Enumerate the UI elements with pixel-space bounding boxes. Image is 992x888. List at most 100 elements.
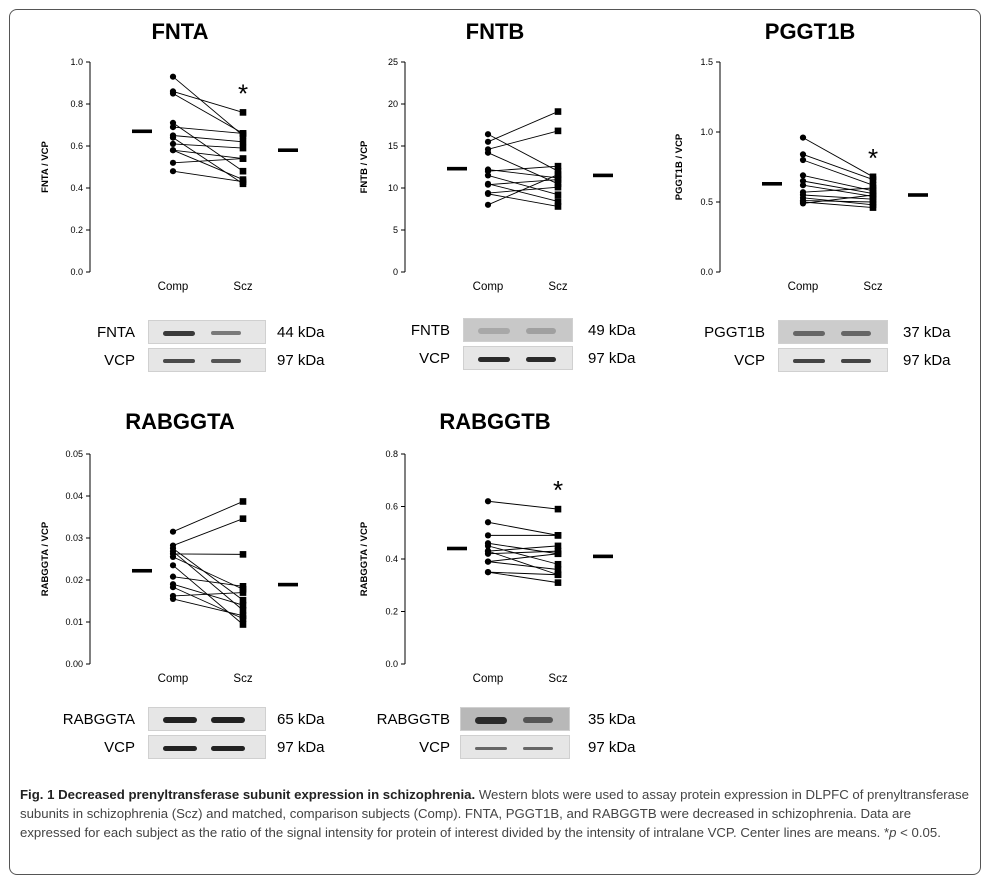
scz-point (239, 109, 247, 116)
y-tick-label: 0.00 (65, 659, 83, 669)
pair-line (172, 76, 244, 136)
blot-band (478, 328, 510, 334)
chart-svg: 0.0 0.5 1.0 1.5 PGGT1B / VCP Comp Scz * (674, 57, 928, 293)
comp-point (484, 569, 492, 576)
pair-line (487, 500, 559, 510)
blot-protein-label: RABGGTB (376, 711, 450, 728)
scz-point (554, 171, 562, 178)
blot-protein-label: VCP (104, 739, 135, 756)
blot-band (793, 359, 825, 363)
y-tick-label: 0.02 (65, 575, 83, 585)
comp-point (169, 134, 177, 141)
scz-point (554, 176, 562, 183)
pair-line (487, 571, 559, 584)
pair-line (172, 518, 244, 546)
scz-mean-line (908, 193, 928, 197)
comp-point (799, 200, 807, 207)
blot-kda-label: 49 kDa (588, 322, 636, 339)
scz-mean-line (593, 554, 613, 559)
scz-mean-line (278, 148, 298, 152)
comp-point (169, 159, 177, 166)
scz-point (239, 155, 247, 162)
chart-svg: 0.00 0.01 0.02 0.03 0.04 0.05 RABGGTA / VCP Com… (40, 449, 298, 685)
comp-point (799, 134, 807, 141)
pair-line (487, 174, 559, 206)
comp-point (484, 532, 492, 539)
y-tick-label: 20 (388, 99, 398, 109)
pair-line (487, 545, 559, 565)
y-tick-label: 0.4 (385, 554, 398, 564)
y-tick-label: 0.2 (70, 225, 83, 235)
scz-point (554, 542, 562, 550)
blot-protein-label: RABGGTA (62, 711, 135, 728)
scz-point (239, 596, 247, 604)
blot-band (163, 717, 197, 723)
scz-point (239, 551, 247, 558)
pair-line (172, 548, 244, 601)
western-blot-image (463, 346, 573, 370)
western-blot-image (778, 348, 888, 372)
chart-panel-rabggta: RABGGTA 0.00 0.01 0.02 0.03 0.04 0.05 RABGGTA /… (15, 405, 325, 775)
chart-panel-fntb: FNTB 0 5 10 15 20 25 FNTB / VCP Comp Scz FNTB 49 kD… (330, 15, 640, 385)
blot-kda-label: 97 kDa (277, 352, 325, 369)
scz-point (554, 579, 562, 586)
chart-title: FNTA (151, 19, 209, 44)
pair-line (487, 169, 559, 179)
chart-panel-fnta: FNTA 0.0 0.2 0.4 0.6 0.8 1.0 FNTA / VCP Comp Scz *… (15, 15, 325, 385)
comp-point (169, 573, 177, 580)
caption-title: Decreased prenyltransferase subunit expr… (58, 787, 476, 802)
significance-star: * (238, 78, 248, 108)
blot-band (211, 359, 241, 363)
scz-point (239, 583, 247, 590)
y-tick-label: 0.4 (70, 183, 83, 193)
comp-point (484, 201, 492, 208)
scz-point (554, 183, 562, 191)
comp-point (169, 168, 177, 175)
y-tick-label: 1.0 (700, 127, 713, 137)
pair-line (172, 149, 244, 181)
pair-line (487, 193, 559, 207)
blot-band (163, 359, 195, 363)
blot-kda-label: 97 kDa (588, 350, 636, 367)
chart-svg: 0.0 0.2 0.4 0.6 0.8 RABGGTA / VCP Comp Scz * (359, 449, 613, 685)
scz-point (554, 505, 562, 513)
chart-title: FNTB (465, 19, 525, 44)
chart-title: RABGGTB (439, 409, 551, 434)
pair-line (487, 561, 559, 570)
pair-line (802, 194, 874, 204)
pair-line (802, 174, 874, 192)
x-category-label: Comp (158, 673, 189, 685)
pair-line (487, 521, 559, 536)
pair-line (172, 135, 244, 143)
y-tick-label: 0.2 (385, 607, 398, 617)
scz-point (869, 204, 877, 211)
pair-line (487, 183, 559, 202)
comp-point (484, 172, 492, 179)
blot-kda-label: 44 kDa (277, 324, 325, 341)
y-tick-label: 0.01 (65, 617, 83, 627)
y-tick-label: 0.6 (70, 141, 83, 151)
blot-band (841, 359, 871, 363)
pair-line (487, 550, 559, 555)
pair-line (487, 179, 559, 186)
pair-line (802, 200, 874, 203)
comp-point (169, 584, 177, 591)
blot-protein-label: VCP (734, 352, 765, 369)
significance-star: * (868, 143, 878, 173)
x-category-label: Comp (158, 281, 189, 293)
scz-point (554, 571, 562, 579)
y-tick-label: 0.5 (700, 197, 713, 207)
x-category-label: Scz (548, 673, 567, 685)
blot-kda-label: 97 kDa (903, 352, 951, 369)
pair-line (802, 187, 874, 193)
scz-point (554, 180, 562, 188)
pair-line (487, 545, 559, 552)
pair-line (172, 93, 244, 134)
y-tick-label: 0.05 (65, 449, 83, 459)
x-category-label: Scz (233, 281, 252, 293)
scz-point (239, 621, 247, 628)
comp-mean-line (447, 166, 467, 171)
scz-point (554, 162, 562, 170)
pair-line (172, 592, 244, 597)
pair-line (802, 194, 874, 200)
